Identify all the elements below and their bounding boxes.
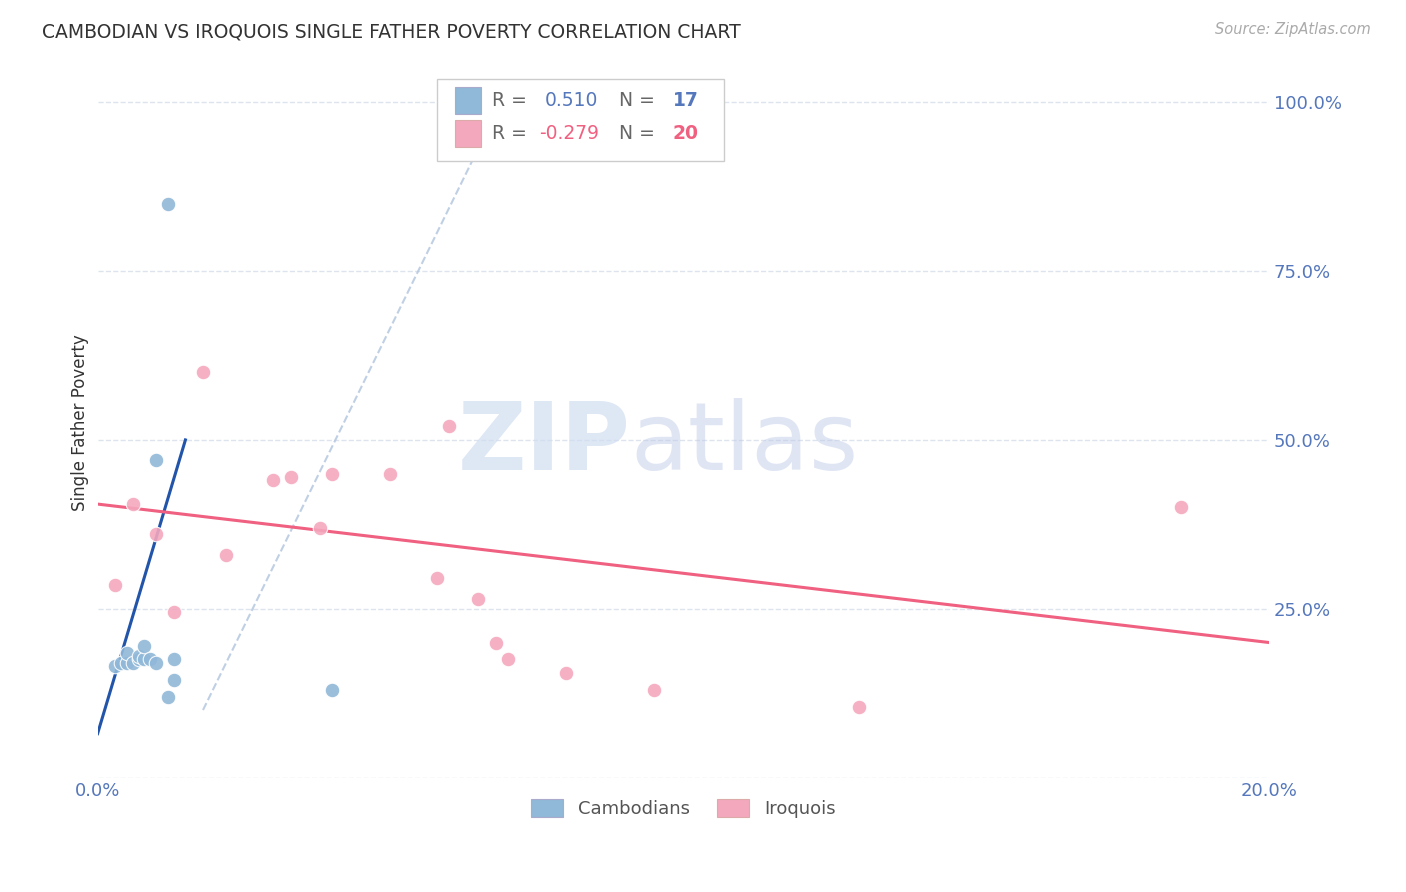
Point: [145, 453, 167, 467]
Point: [321, 682, 343, 697]
Point: [380, 467, 402, 481]
Point: [121, 656, 143, 670]
Text: 20: 20: [672, 124, 699, 143]
Y-axis label: Single Father Poverty: Single Father Poverty: [72, 334, 89, 511]
Point: [104, 659, 127, 673]
Point: [496, 652, 519, 666]
Point: [485, 635, 508, 649]
Point: [555, 665, 578, 680]
Point: [437, 419, 460, 434]
Point: [121, 497, 143, 511]
Point: [262, 474, 284, 488]
Point: [163, 673, 186, 687]
FancyBboxPatch shape: [454, 87, 481, 114]
Text: -0.279: -0.279: [538, 124, 599, 143]
Text: R =: R =: [492, 124, 533, 143]
Text: 17: 17: [672, 91, 699, 110]
Point: [115, 656, 138, 670]
Point: [134, 652, 156, 666]
Text: Source: ZipAtlas.com: Source: ZipAtlas.com: [1215, 22, 1371, 37]
Point: [467, 591, 489, 606]
Point: [321, 467, 343, 481]
Text: ZIP: ZIP: [458, 399, 630, 491]
Point: [145, 527, 167, 541]
Text: 0.510: 0.510: [546, 91, 599, 110]
Point: [215, 548, 238, 562]
Text: N =: N =: [607, 124, 661, 143]
Legend: Cambodians, Iroquois: Cambodians, Iroquois: [523, 792, 842, 825]
Point: [191, 365, 214, 379]
Text: R =: R =: [492, 91, 533, 110]
Text: atlas: atlas: [630, 399, 859, 491]
Text: N =: N =: [607, 91, 661, 110]
Point: [139, 652, 162, 666]
Point: [145, 656, 167, 670]
Point: [643, 682, 665, 697]
Point: [128, 648, 150, 663]
Point: [156, 196, 179, 211]
Point: [848, 699, 870, 714]
Point: [110, 656, 132, 670]
Point: [104, 578, 127, 592]
Text: CAMBODIAN VS IROQUOIS SINGLE FATHER POVERTY CORRELATION CHART: CAMBODIAN VS IROQUOIS SINGLE FATHER POVE…: [42, 22, 741, 41]
FancyBboxPatch shape: [437, 79, 724, 161]
Point: [115, 646, 138, 660]
FancyBboxPatch shape: [454, 120, 481, 146]
Point: [128, 652, 150, 666]
Point: [280, 470, 302, 484]
Point: [1170, 500, 1192, 515]
Point: [309, 521, 332, 535]
Point: [426, 571, 449, 585]
Point: [134, 639, 156, 653]
Point: [163, 605, 186, 619]
Point: [163, 652, 186, 666]
Point: [156, 690, 179, 704]
